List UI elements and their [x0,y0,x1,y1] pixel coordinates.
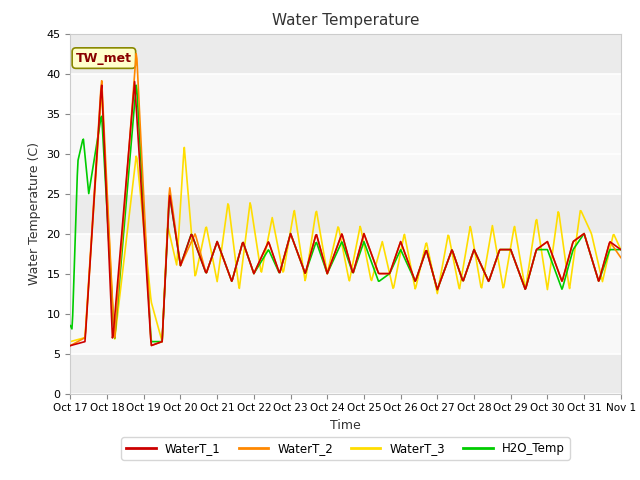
Bar [70,73,621,114]
WaterT_2 [445,253,453,259]
Bar [70,313,621,354]
Bar [70,34,621,73]
WaterT_1 [617,247,625,252]
WaterT_3 [67,339,74,345]
H2O_Temp [148,339,156,345]
WaterT_1 [67,343,74,348]
WaterT_1 [392,254,399,260]
X-axis label: Time: Time [330,419,361,432]
WaterT_1 [338,231,346,237]
Bar [70,274,621,313]
WaterT_3 [98,90,106,96]
WaterT_3 [188,236,196,242]
Y-axis label: Water Temperature (C): Water Temperature (C) [28,142,41,285]
Bar [70,354,621,394]
H2O_Temp [617,247,625,252]
WaterT_2 [132,51,140,57]
WaterT_3 [567,275,575,280]
WaterT_2 [617,255,625,261]
H2O_Temp [447,252,454,257]
H2O_Temp [568,251,576,257]
H2O_Temp [212,241,220,247]
Line: WaterT_2: WaterT_2 [70,54,621,346]
WaterT_1 [188,232,196,238]
WaterT_2 [338,231,346,237]
H2O_Temp [339,240,346,246]
WaterT_3 [617,247,625,252]
WaterT_2 [567,246,575,252]
H2O_Temp [132,83,140,88]
WaterT_3 [445,237,453,243]
Bar [70,234,621,274]
WaterT_1 [567,246,575,252]
WaterT_3 [392,276,399,282]
WaterT_1 [131,79,138,84]
WaterT_1 [212,243,220,249]
Line: WaterT_3: WaterT_3 [70,93,621,342]
H2O_Temp [392,257,400,263]
WaterT_2 [392,254,399,260]
WaterT_3 [212,271,220,276]
Line: H2O_Temp: H2O_Temp [70,85,621,342]
WaterT_2 [67,343,74,348]
WaterT_2 [212,243,220,249]
Text: TW_met: TW_met [76,51,132,65]
WaterT_2 [188,238,196,243]
Bar [70,154,621,193]
Bar [70,114,621,154]
Legend: WaterT_1, WaterT_2, WaterT_3, H2O_Temp: WaterT_1, WaterT_2, WaterT_3, H2O_Temp [122,437,570,460]
Title: Water Temperature: Water Temperature [272,13,419,28]
H2O_Temp [67,323,74,328]
WaterT_3 [338,240,346,246]
Bar [70,193,621,234]
Line: WaterT_1: WaterT_1 [70,82,621,346]
H2O_Temp [189,234,196,240]
WaterT_1 [445,253,453,259]
